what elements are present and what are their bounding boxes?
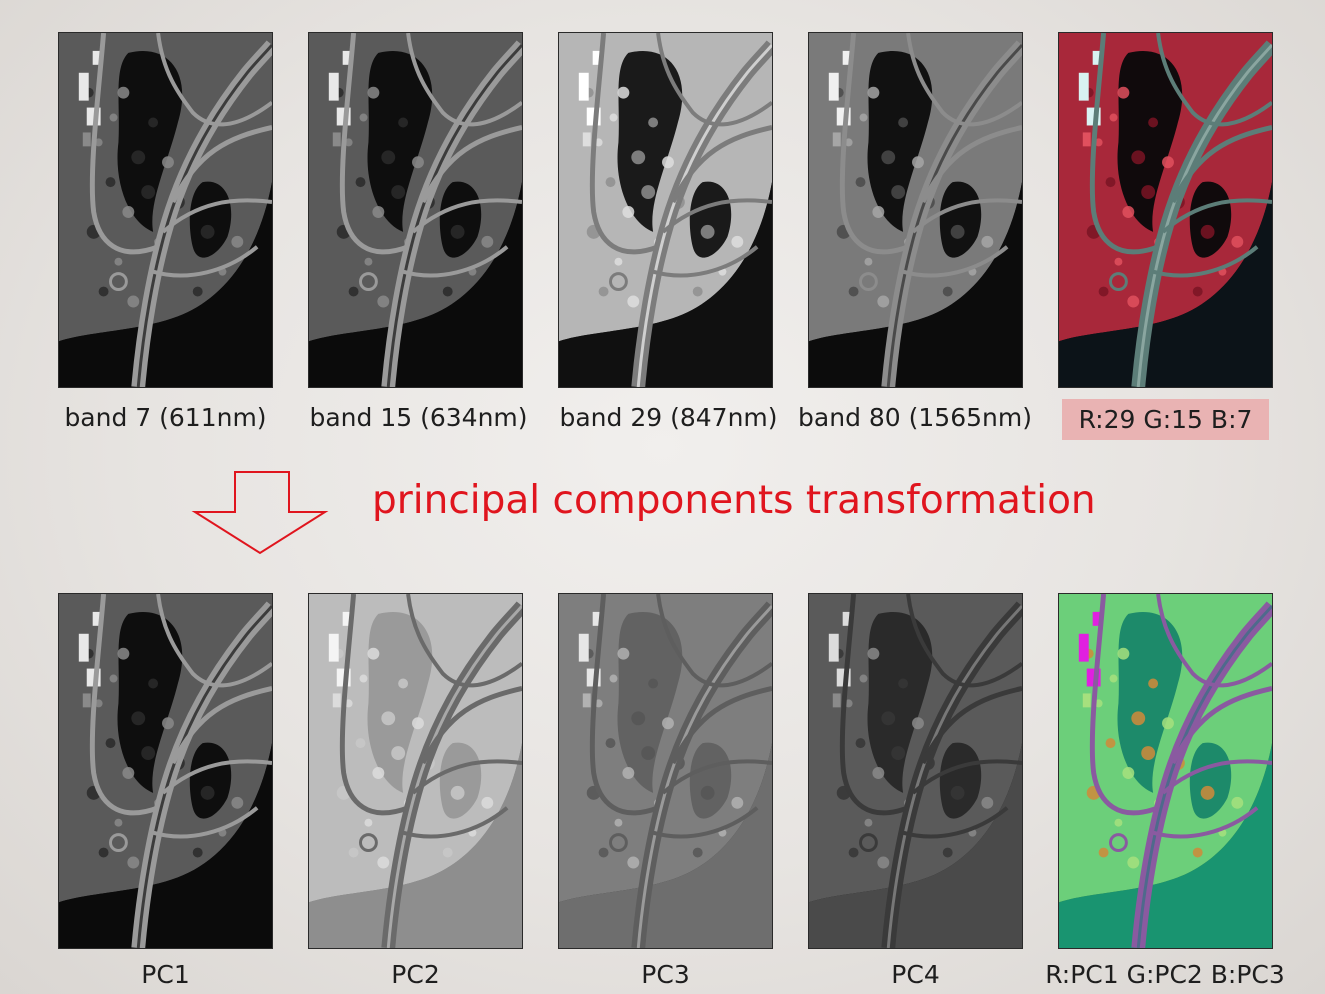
band-15-caption: band 15 (634nm) (309, 403, 528, 432)
pc1-caption: PC1 (141, 960, 190, 989)
band-80-image (808, 32, 1023, 388)
rgb-pc-composite-caption: R:PC1 G:PC2 B:PC3 (1045, 960, 1285, 989)
band-7-caption: band 7 (611nm) (64, 403, 267, 432)
pc3-caption: PC3 (641, 960, 690, 989)
pc2-image (308, 593, 523, 949)
rgb-pc-composite-image (1058, 593, 1273, 949)
rgb-band-composite-caption: R:29 G:15 B:7 (1062, 399, 1269, 440)
band-80-caption: band 80 (1565nm) (798, 403, 1032, 432)
band-15-image (308, 32, 523, 388)
pc4-caption: PC4 (891, 960, 940, 989)
transformation-title: principal components transformation (372, 478, 1096, 523)
pc2-caption: PC2 (391, 960, 440, 989)
band-29-caption: band 29 (847nm) (559, 403, 778, 432)
pc3-image (558, 593, 773, 949)
down-arrow-outline-icon (191, 471, 329, 555)
band-29-image (558, 32, 773, 388)
pc4-image (808, 593, 1023, 949)
rgb-band-composite-image (1058, 32, 1273, 388)
pc1-image (58, 593, 273, 949)
band-7-image (58, 32, 273, 388)
